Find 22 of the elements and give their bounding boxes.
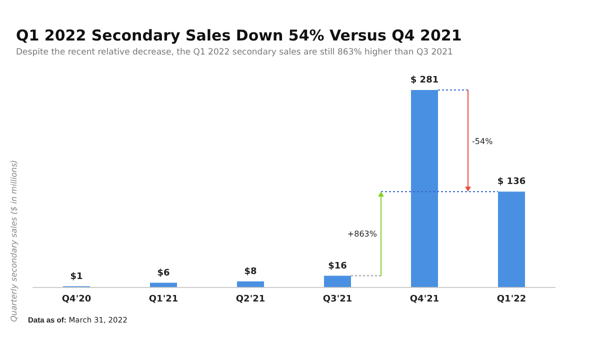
- bar: [237, 281, 264, 287]
- x-tick-label: Q1'22: [496, 294, 526, 304]
- data-label: $16: [328, 261, 347, 272]
- y-axis-title: Quarterly secondary sales ($ in millions): [10, 160, 18, 322]
- data-label: $1: [70, 272, 83, 282]
- data-label: $6: [157, 268, 170, 278]
- bar: [324, 276, 351, 287]
- data-label: $8: [244, 266, 257, 277]
- annotation: +863%: [347, 230, 378, 239]
- chart-subtitle: Despite the recent relative decrease, the Q1 2022 secondary sales are still 863% higher than Q3 2021: [16, 48, 453, 58]
- chart-title: Q1 2022 Secondary Sales Down 54% Versus Q4 2021: [16, 26, 462, 44]
- data-label: $ 136: [497, 177, 526, 188]
- annotation: -54%: [472, 136, 494, 146]
- bar: [498, 192, 525, 287]
- x-tick-label: Q4'20: [62, 294, 92, 304]
- data-label: $ 281: [410, 76, 439, 86]
- x-tick-label: Q3'21: [322, 294, 352, 304]
- x-tick-label: Q1'21: [148, 294, 178, 304]
- bar: [150, 282, 177, 287]
- x-tick-label: Q4'21: [410, 294, 440, 304]
- bar: [411, 90, 438, 287]
- x-tick-label: Q2'21: [236, 294, 266, 304]
